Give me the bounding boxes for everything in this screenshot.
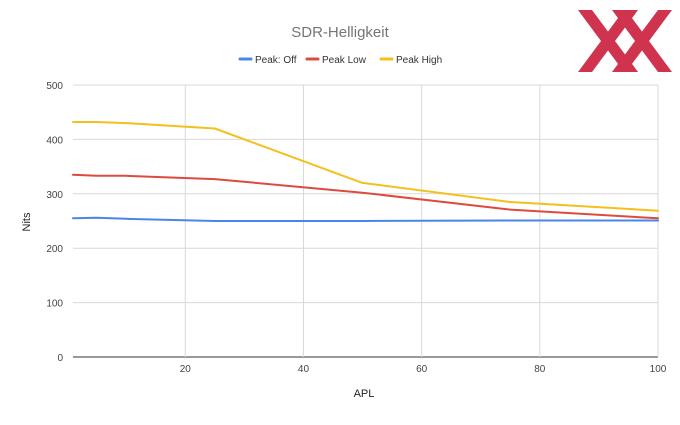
x-tick-label: 60 [416, 364, 428, 375]
chart-title: SDR-Helligkeit [291, 24, 389, 41]
legend-item-peak-off: Peak: Off [240, 55, 297, 66]
y-tick-label: 300 [46, 190, 63, 201]
y-axis-label: Nits [21, 212, 33, 231]
y-tick-label: 0 [57, 353, 63, 364]
x-axis-ticks: 20 40 60 80 100 [180, 364, 667, 375]
x-tick-label: 100 [650, 364, 667, 375]
x-tick-label: 80 [534, 364, 546, 375]
series-line-peak-low [73, 175, 658, 219]
y-tick-label: 400 [46, 135, 63, 146]
legend-label: Peak High [396, 55, 442, 66]
x-tick-label: 20 [180, 364, 192, 375]
legend-item-peak-high: Peak High [381, 55, 442, 66]
series-line-peak-off [73, 218, 658, 221]
legend-label: Peak: Off [255, 55, 297, 66]
y-tick-label: 500 [46, 81, 63, 92]
y-axis-ticks: 0 100 200 300 400 500 [46, 81, 63, 364]
x-axis-label: APL [354, 388, 375, 400]
y-tick-label: 100 [46, 299, 63, 310]
series-line-peak-high [73, 122, 658, 211]
y-tick-label: 200 [46, 244, 63, 255]
legend: Peak: Off Peak Low Peak High [240, 55, 442, 66]
legend-label: Peak Low [322, 55, 367, 66]
series-lines [73, 122, 658, 221]
x-tick-label: 40 [298, 364, 310, 375]
double-x-logo [578, 10, 672, 72]
legend-item-peak-low: Peak Low [307, 55, 367, 66]
